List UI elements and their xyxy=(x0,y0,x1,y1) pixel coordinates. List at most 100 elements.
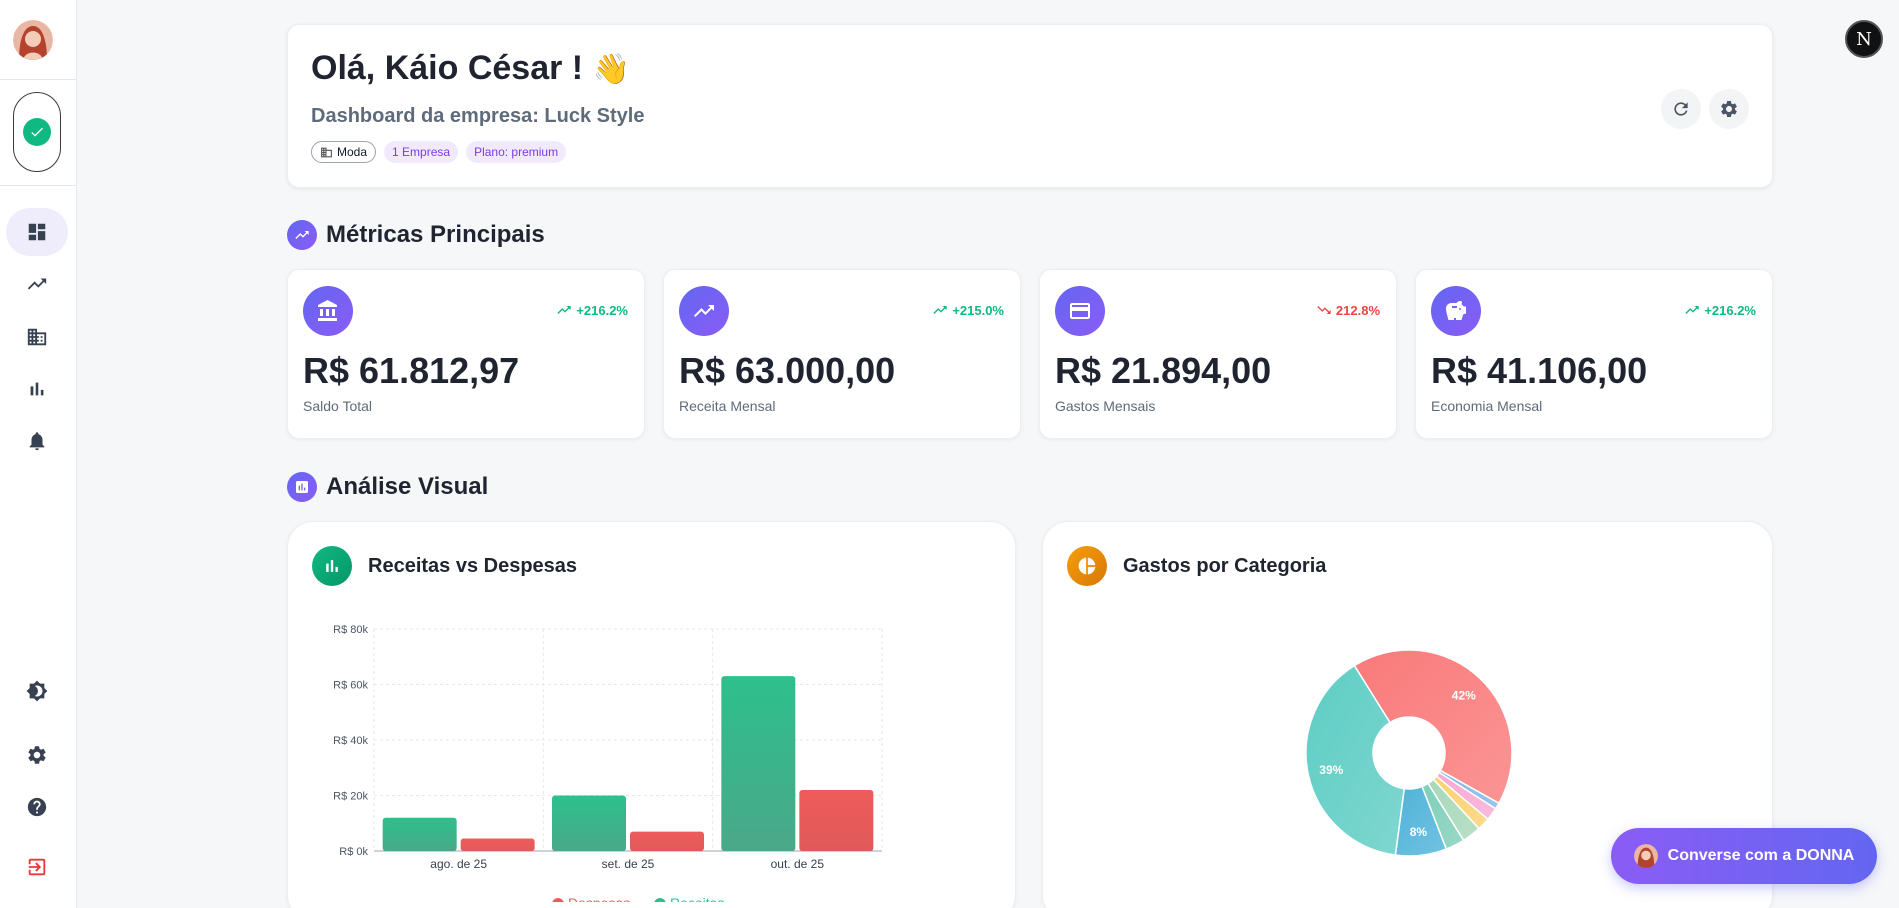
sidebar-item-help[interactable] xyxy=(6,783,68,831)
metric-label: Receita Mensal xyxy=(679,398,776,414)
sidebar-divider xyxy=(0,185,76,186)
segment-tag-label: Moda xyxy=(337,145,368,159)
legend-marker xyxy=(552,898,564,902)
theme-toggle-button[interactable] xyxy=(6,667,68,715)
metric-value: R$ 63.000,00 xyxy=(679,350,896,391)
trending-up-icon xyxy=(933,306,947,314)
wave-icon: 👋 xyxy=(592,53,630,86)
bell-icon xyxy=(29,432,45,451)
trend-indicator: +216.2% xyxy=(1684,302,1756,318)
sidebar-item-settings[interactable] xyxy=(6,731,68,779)
metric-label: Gastos Mensais xyxy=(1055,398,1156,414)
trend-value: +216.2% xyxy=(576,302,628,318)
dashboard-icon xyxy=(28,223,46,241)
analysis-section-header: Análise Visual xyxy=(287,472,488,502)
trending-up-icon xyxy=(1685,306,1699,314)
y-tick-label: R$ 40k xyxy=(333,735,368,747)
pie-chart-icon xyxy=(1067,546,1107,586)
x-tick-label: out. de 25 xyxy=(771,857,825,871)
y-tick-label: R$ 60k xyxy=(333,680,368,692)
income-vs-expenses-card: Receitas vs Despesas R$ 0k R$ 20k R$ 40k R$… xyxy=(287,521,1016,908)
trend-value: 212.8% xyxy=(1335,302,1380,318)
pie-slice[interactable] xyxy=(1353,649,1513,805)
trend-value: +216.2% xyxy=(1704,302,1756,318)
theme-toggle-icon xyxy=(26,680,48,702)
pie-chart: 42% 8% 39% xyxy=(1305,649,1513,857)
metric-label: Saldo Total xyxy=(303,398,373,414)
refresh-icon xyxy=(1674,102,1688,116)
metric-label: Economia Mensal xyxy=(1431,398,1543,414)
x-tick-label: set. de 25 xyxy=(602,857,655,871)
trending-up-icon xyxy=(287,220,317,250)
sidebar-divider xyxy=(0,79,76,80)
sidebar-item-companies[interactable] xyxy=(6,313,68,361)
bar-receitas[interactable] xyxy=(552,795,626,852)
bar-receitas[interactable] xyxy=(721,676,796,851)
building-icon xyxy=(321,147,332,157)
legend-label[interactable]: Despesas xyxy=(568,895,630,902)
trend-indicator: +215.0% xyxy=(932,302,1004,318)
welcome-card: Olá, Káio César ! 👋 Dashboard da empresa… xyxy=(287,24,1773,188)
building-icon xyxy=(27,328,47,346)
settings-button[interactable] xyxy=(1709,89,1749,129)
chat-with-donna-button[interactable]: Converse com a DONNA xyxy=(1611,828,1877,884)
company-tags: Moda 1 Empresa Plano: premium xyxy=(311,141,567,163)
status-toggle[interactable] xyxy=(13,92,61,172)
y-tick-label: R$ 20k xyxy=(333,791,368,803)
analysis-section-title: Análise Visual xyxy=(326,473,489,500)
metrics-section-title: Métricas Principais xyxy=(326,221,545,248)
dev-badge[interactable]: N xyxy=(1845,20,1883,58)
bar-chart: R$ 0k R$ 20k R$ 40k R$ 60k R$ 80k ago. de 25 s… xyxy=(333,624,883,902)
donna-avatar xyxy=(1633,844,1658,868)
sidebar-item-notifications[interactable] xyxy=(6,417,68,465)
slice-label: 8% xyxy=(1410,825,1428,839)
chart-header: Receitas vs Despesas xyxy=(312,546,577,586)
help-icon xyxy=(27,797,47,817)
trend-indicator: 212.8% xyxy=(1316,302,1380,318)
bar-receitas[interactable] xyxy=(382,817,457,851)
sidebar-item-reports[interactable] xyxy=(6,365,68,413)
bar-despesas[interactable] xyxy=(630,831,704,851)
logout-icon xyxy=(28,858,46,876)
metric-value: R$ 41.106,00 xyxy=(1431,350,1648,391)
check-icon xyxy=(23,118,51,146)
metric-value: R$ 61.812,97 xyxy=(303,350,520,391)
sidebar-item-trends[interactable] xyxy=(6,260,68,308)
trending-up-icon xyxy=(557,306,571,314)
legend-label[interactable]: Receitas xyxy=(670,895,724,902)
bar-chart-icon xyxy=(30,382,44,396)
piggy-bank-icon xyxy=(1431,286,1481,336)
legend-marker xyxy=(654,898,666,902)
gear-icon xyxy=(28,746,46,764)
y-tick-label: R$ 80k xyxy=(333,624,368,636)
chat-button-label: Converse com a DONNA xyxy=(1667,847,1855,864)
chart-title: Receitas vs Despesas xyxy=(368,554,578,577)
sidebar xyxy=(0,0,77,908)
metric-card-economia: +216.2% R$ 41.106,00 Economia Mensal xyxy=(1415,269,1773,439)
trending-down-icon xyxy=(1317,306,1331,314)
metric-value: R$ 21.894,00 xyxy=(1055,350,1272,391)
company-count-tag: 1 Empresa xyxy=(384,141,459,163)
slice-label: 39% xyxy=(1319,763,1343,777)
pie-slice[interactable] xyxy=(1305,664,1406,856)
chart-title: Gastos por Categoria xyxy=(1123,554,1327,577)
bar-despesas[interactable] xyxy=(460,838,535,851)
slice-label: 42% xyxy=(1452,688,1476,702)
company-subtitle: Dashboard da empresa: Luck Style xyxy=(311,105,645,127)
logout-button[interactable] xyxy=(6,843,68,891)
credit-card-icon xyxy=(1055,286,1105,336)
metric-card-gastos: 212.8% R$ 21.894,00 Gastos Mensais xyxy=(1039,269,1397,439)
trend-indicator: +216.2% xyxy=(556,302,628,318)
y-tick-label: R$ 0k xyxy=(339,846,368,858)
trend-value: +215.0% xyxy=(952,302,1004,318)
bar-despesas[interactable] xyxy=(799,789,874,851)
trending-up-icon xyxy=(679,286,729,336)
user-avatar[interactable] xyxy=(13,20,53,60)
segment-tag: Moda xyxy=(311,141,377,163)
metrics-section-header: Métricas Principais xyxy=(287,220,545,250)
sidebar-item-dashboard[interactable] xyxy=(6,208,68,256)
metric-card-saldo: +216.2% R$ 61.812,97 Saldo Total xyxy=(287,269,645,439)
analytics-icon xyxy=(287,472,317,502)
refresh-button[interactable] xyxy=(1661,89,1701,129)
trending-up-icon xyxy=(27,278,47,290)
